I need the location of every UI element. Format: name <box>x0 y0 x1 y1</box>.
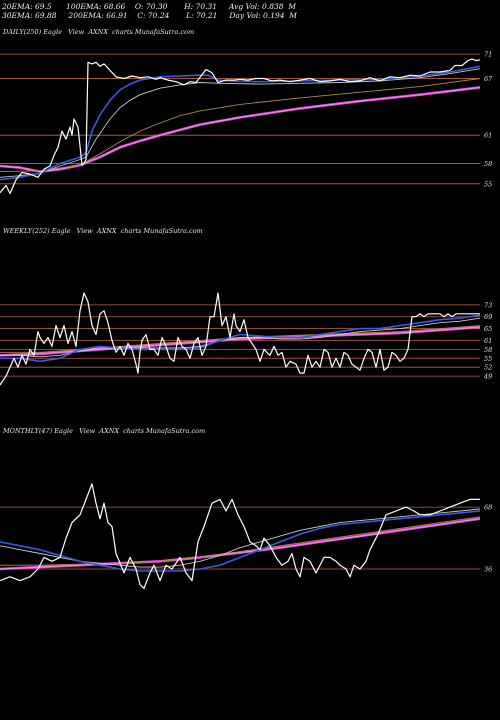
day-vol-label: Day Vol: 0.194 M <box>229 11 297 20</box>
weekly-tick-label: 58 <box>484 346 492 354</box>
daily-panel-title: DAILY(250) Eagle View AXNX charts Munafa… <box>3 28 195 36</box>
monthly-tick-label: 36 <box>484 566 492 574</box>
weekly-ema30-line <box>0 317 481 358</box>
weekly-tick-label: 49 <box>483 373 492 381</box>
header-line-2: 30EMA: 69.88 200EMA: 66.91 C: 70.24 L: 7… <box>2 11 297 20</box>
weekly-tick-label: 65 <box>484 325 492 333</box>
avg-vol-label: Avg Vol: 0.838 M <box>228 2 296 11</box>
close-label: C: 70.24 <box>137 11 170 20</box>
header-line-1: 20EMA: 69.5 100EMA: 68.66 O: 70.30 H: 70… <box>2 2 296 11</box>
weekly-tick-label: 52 <box>484 364 492 372</box>
daily-tick-label: 67 <box>484 75 493 83</box>
monthly-panel-title: MONTHLY(47) Eagle View AXNX charts Munaf… <box>3 427 206 435</box>
open-label: O: 70.30 <box>134 2 168 11</box>
weekly-tick-label: 61 <box>484 337 492 345</box>
daily-tick-label: 55 <box>484 180 492 188</box>
weekly-tick-label: 73 <box>484 301 492 309</box>
ema200-label: 200EMA: 66.91 <box>68 11 128 20</box>
daily-ema30-line <box>0 68 481 178</box>
daily-ema100-line <box>0 78 481 173</box>
daily-tick-label: 58 <box>484 160 492 168</box>
weekly-tick-label: 55 <box>484 355 492 363</box>
weekly-ema20-line <box>0 314 481 363</box>
high-label: H: 70.31 <box>184 2 218 11</box>
weekly-price-line <box>0 292 480 386</box>
monthly-ema20-line <box>0 510 481 572</box>
monthly-ema100-line <box>0 516 481 566</box>
daily-tick-label: 71 <box>484 51 492 59</box>
weekly-tick-label: 69 <box>484 313 492 321</box>
monthly-ema200-highlight <box>0 518 481 570</box>
ema100-label: 100EMA: 68.66 <box>66 2 126 11</box>
ema20-label: 20EMA: 69.5 <box>2 2 52 11</box>
daily-tick-label: 61 <box>484 132 492 140</box>
daily-ema20-line <box>0 65 481 181</box>
ema30-label: 30EMA: 69.88 <box>2 11 57 20</box>
weekly-panel-title: WEEKLY(252) Eagle View AXNX charts Munaf… <box>3 227 203 235</box>
monthly-ema200-line <box>0 517 481 571</box>
monthly-price-line <box>0 483 480 589</box>
monthly-tick-label: 68 <box>484 504 492 512</box>
low-label: L: 70.21 <box>186 11 218 20</box>
daily-price-line <box>0 58 481 195</box>
